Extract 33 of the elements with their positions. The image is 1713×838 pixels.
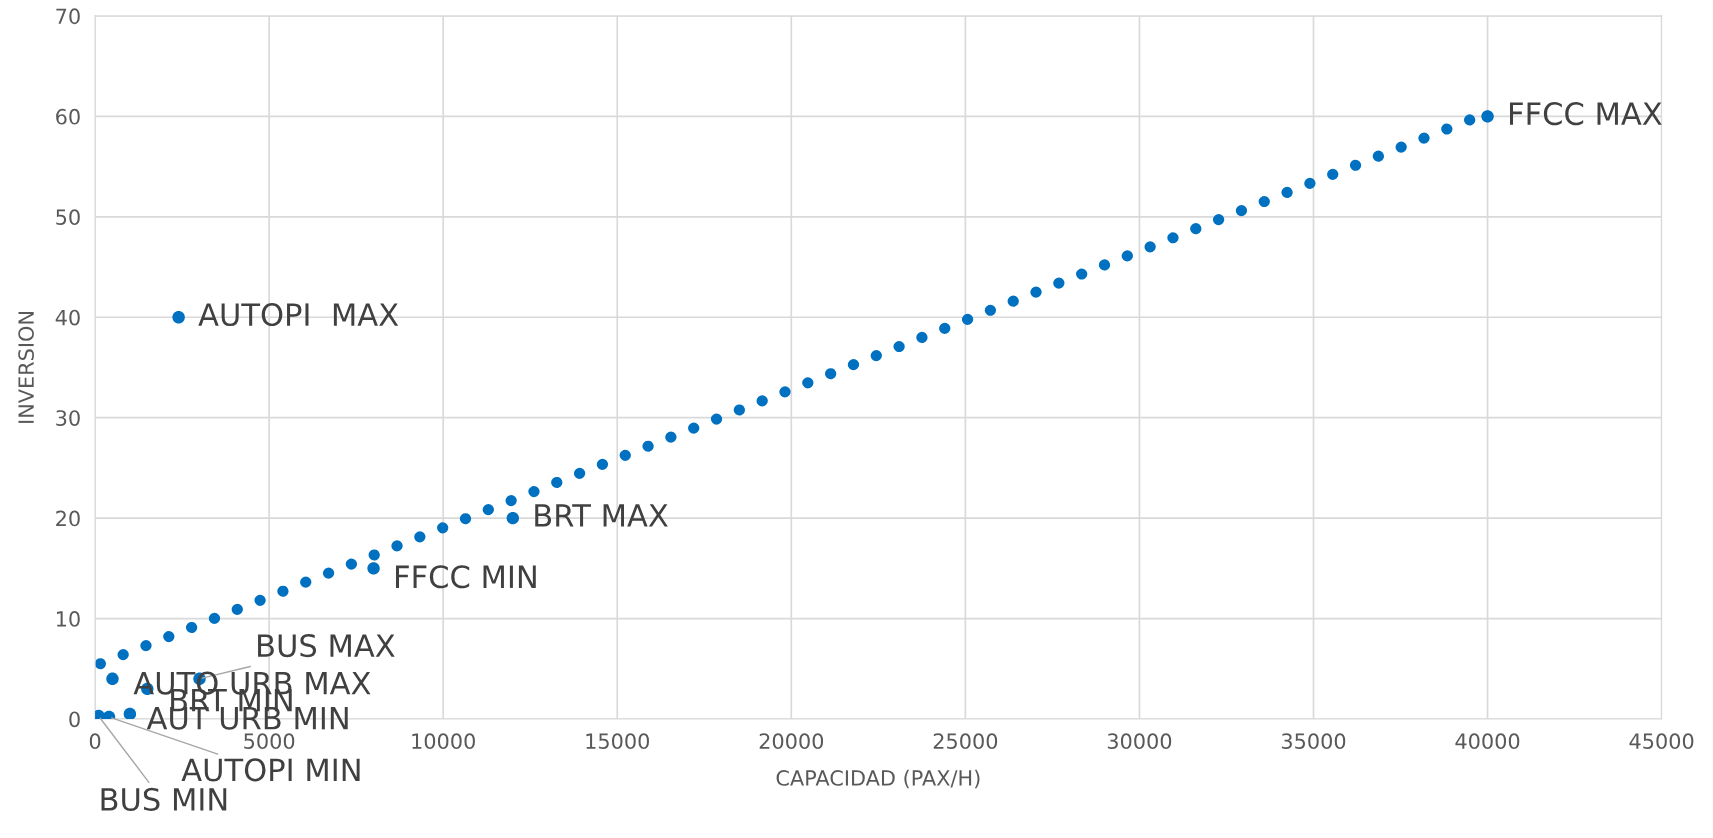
x-axis-title: CAPACIDAD (PAX/H) — [776, 769, 980, 789]
y-tick-label: 20 — [56, 510, 80, 527]
x-tick-label: 25000 — [933, 733, 998, 750]
x-tick-label: 20000 — [759, 733, 824, 750]
point — [367, 562, 380, 575]
y-tick-label: 50 — [56, 209, 80, 226]
point — [123, 707, 137, 719]
point — [1481, 110, 1494, 123]
x-tick-label: 10000 — [412, 733, 475, 750]
annotation: FFCC MAX — [1509, 102, 1662, 126]
point — [506, 511, 520, 525]
annotation: BUS MAX — [258, 634, 395, 658]
x-tick-label: 5000 — [244, 733, 295, 750]
y-tick-label: 60 — [56, 108, 80, 125]
y-tick-label: 30 — [56, 410, 80, 426]
y-axis-title: INVERSION — [18, 312, 34, 423]
annotation: FFCC MIN — [396, 565, 536, 589]
y-tick-label: 0 — [69, 711, 80, 728]
y-tick-label: 40 — [55, 309, 80, 326]
annotation: AUTOPI MIN — [181, 758, 360, 782]
annotation: BRT MAX — [535, 504, 668, 527]
x-tick-label: 45000 — [1629, 733, 1694, 750]
x-tick-label: 40000 — [1455, 733, 1520, 750]
x-tick-label: 30000 — [1107, 733, 1172, 750]
annotation: AUTOPI MAX — [198, 303, 399, 327]
y-tick-label: 70 — [56, 8, 80, 25]
x-tick-label: 15000 — [586, 733, 649, 750]
y-tick-label: 10 — [56, 611, 80, 627]
annotation: BUS MIN — [101, 787, 227, 811]
point — [172, 311, 185, 324]
x-tick-label: 35000 — [1281, 733, 1346, 750]
x-tick-label: 0 — [89, 733, 101, 750]
point — [106, 672, 119, 686]
